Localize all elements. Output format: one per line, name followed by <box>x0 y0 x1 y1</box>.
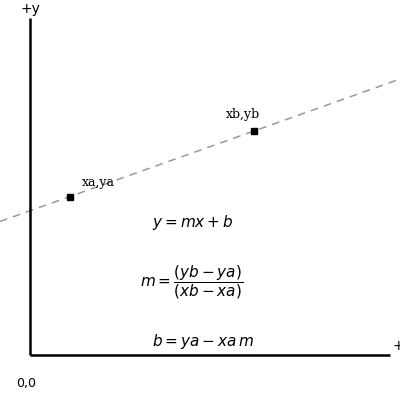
Text: $m=\dfrac{(yb-ya)}{(xb-xa)}$: $m=\dfrac{(yb-ya)}{(xb-xa)}$ <box>140 263 243 301</box>
Text: +x: +x <box>392 339 400 353</box>
Text: $b=ya-xa\,m$: $b=ya-xa\,m$ <box>152 332 254 351</box>
Text: xb,yb: xb,yb <box>226 108 260 121</box>
Text: xa,ya: xa,ya <box>82 175 115 189</box>
Text: $y=mx+b$: $y=mx+b$ <box>152 213 234 232</box>
Text: +y: +y <box>20 2 40 16</box>
Text: 0,0: 0,0 <box>16 377 36 390</box>
